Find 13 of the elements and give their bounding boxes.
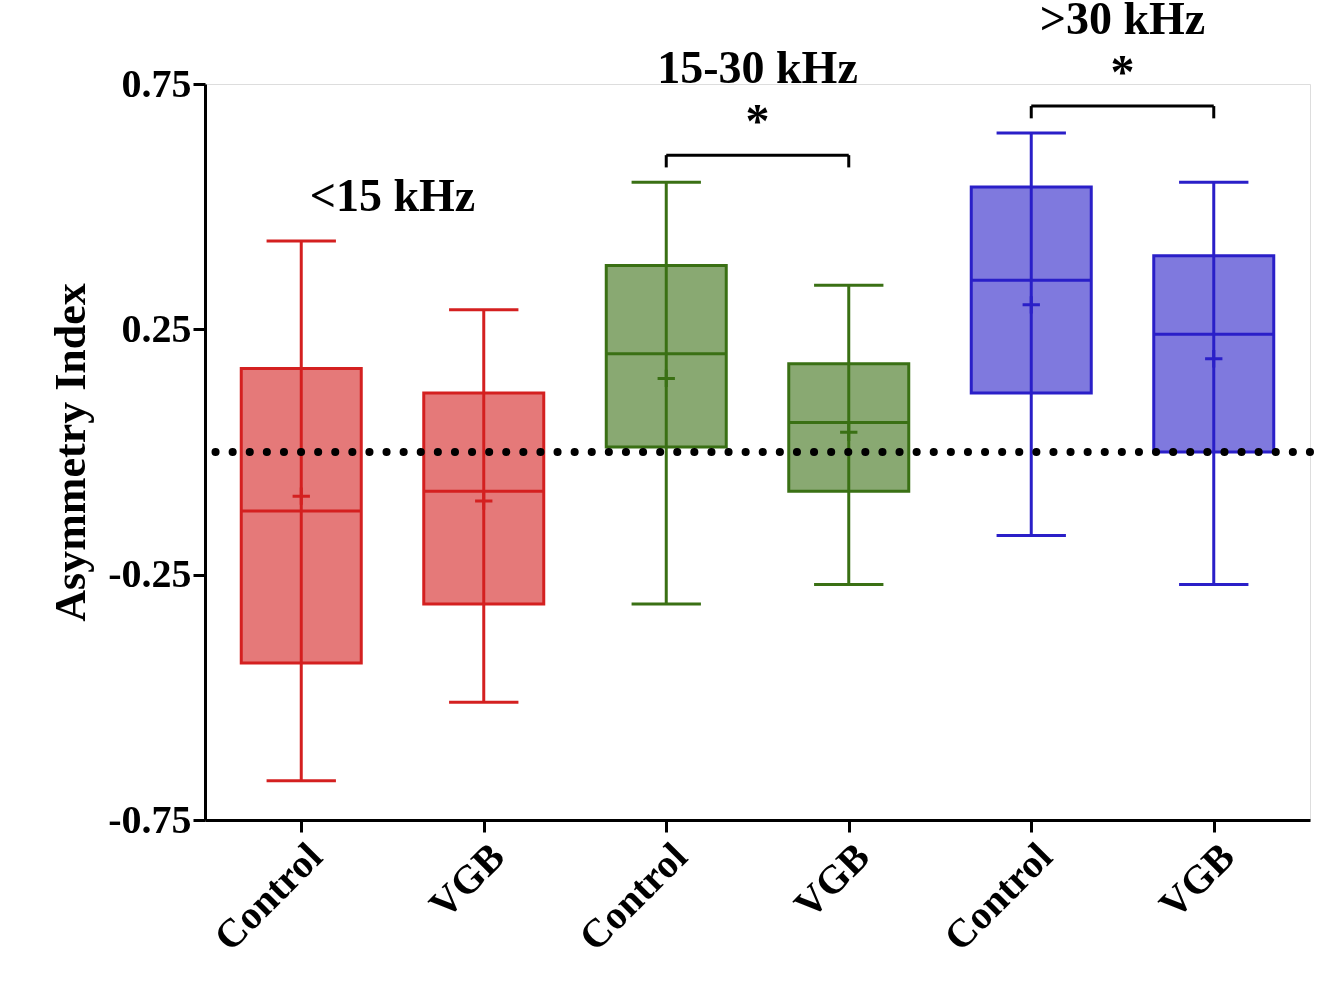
annotation: 15-30 kHz [657,42,858,94]
x-tick-label: VGB [785,833,879,927]
x-tick-label: VGB [1150,833,1244,927]
annotation: * [745,94,770,148]
text: >30 kHz [1039,0,1206,45]
x-tick-label: VGB [420,833,514,927]
y-axis-title: Asymmetry Index [46,283,96,622]
y-tick-label: 0.75 [121,60,192,106]
y-tick-label: 0.25 [121,305,192,351]
annotation: * [1110,45,1135,99]
y-tick-label: -0.75 [108,796,192,842]
annotation: <15 kHz [309,169,476,221]
y-tick-label: -0.25 [108,551,192,597]
